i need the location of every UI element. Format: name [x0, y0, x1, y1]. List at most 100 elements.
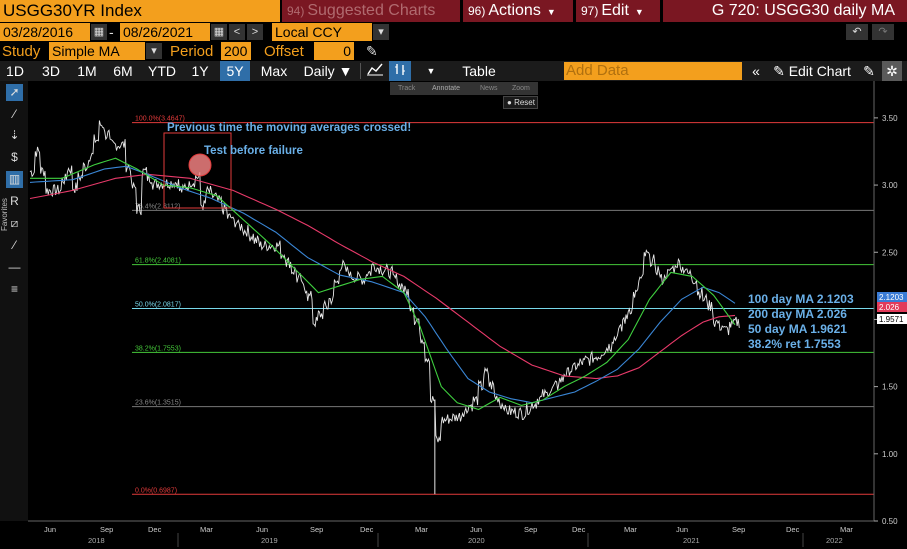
x-year-label: 2018 — [88, 536, 105, 545]
gear-icon[interactable]: ✲ — [882, 61, 902, 81]
chart-type-dropdown[interactable]: ▼ — [421, 61, 441, 81]
add-data-input[interactable]: Add Data — [564, 62, 742, 80]
fib-label: 23.6%(1.3515) — [135, 400, 181, 407]
line-tool-icon[interactable]: ⁄ — [13, 107, 16, 121]
divider — [360, 63, 361, 79]
edit-chart-button[interactable]: ✎ Edit Chart — [769, 61, 855, 81]
range-ytd[interactable]: YTD — [148, 63, 176, 79]
range-1y[interactable]: 1Y — [191, 63, 209, 79]
ma100-line — [29, 165, 736, 404]
date-separator: - — [109, 24, 114, 40]
hline-icon[interactable]: — — [8, 260, 21, 274]
currency-select[interactable]: Local CCY — [272, 23, 372, 41]
annotation-crossed: Previous time the moving averages crosse… — [167, 122, 411, 134]
fib-label: 61.8%(2.4081) — [135, 258, 181, 265]
caret-down-icon: ▼ — [546, 7, 556, 17]
caret-down-icon: ▼ — [634, 7, 644, 17]
pattern-icon[interactable]: ≡ — [10, 282, 18, 296]
legend-item: 200 day MA 2.026 — [748, 307, 847, 321]
test-circle — [188, 153, 212, 177]
chart-action-bar: Track Annotate News Zoom — [390, 82, 538, 95]
favorites-label[interactable]: Favorites — [0, 198, 9, 231]
calendar-icon[interactable]: ▦ — [91, 24, 107, 40]
redo-icon[interactable]: ↷ — [872, 24, 894, 40]
fib-tool-icon[interactable]: $ — [11, 150, 18, 164]
x-month-label: Sep — [732, 525, 745, 534]
range-max[interactable]: Max — [260, 63, 288, 79]
table-button[interactable]: Table — [462, 63, 496, 79]
caret-down-icon: ▼ — [426, 66, 436, 76]
cursor-icon[interactable]: ➚ — [6, 84, 23, 101]
x-year-label: 2022 — [826, 536, 843, 545]
offset-input[interactable]: 0 — [314, 42, 354, 60]
fib-label: 100.0%(3.4647) — [135, 116, 185, 123]
fib-label: 50.0%(2.0817) — [135, 301, 181, 308]
last-value-tag — [877, 302, 907, 312]
annotation-test: Test before failure — [204, 145, 303, 157]
r-tool-icon[interactable]: R — [10, 194, 19, 208]
fib-label: 0.0%(0.6987) — [135, 487, 177, 494]
edit-num: 97) — [581, 4, 599, 18]
edit-chart-label: Edit Chart — [788, 63, 851, 79]
calendar-icon[interactable]: ▦ — [211, 24, 227, 40]
edit-label: Edit — [601, 2, 629, 19]
x-month-label: Dec — [148, 525, 162, 534]
x-month-label: Jun — [256, 525, 268, 534]
x-month-label: Mar — [840, 525, 853, 534]
pencil-icon[interactable]: ✎ — [366, 43, 378, 59]
price-chart[interactable]: 100.0%(3.4647) 76.4%(2.8112) 61.8%(2.4081)… — [28, 81, 907, 549]
ruler-icon[interactable]: ⧄ — [10, 216, 19, 230]
period-input[interactable]: 200 — [221, 42, 251, 60]
last-value-label: 1.9571 — [879, 315, 904, 324]
measure-icon[interactable]: ⁄ — [13, 238, 16, 252]
date-row: 03/28/2016 ▦ - 08/26/2021 ▦ < > Local CC… — [0, 23, 907, 41]
reset-button[interactable]: ● Reset — [503, 96, 538, 109]
collapse-icon[interactable]: « — [752, 63, 760, 79]
range-5y[interactable]: 5Y — [220, 61, 250, 81]
last-value-tag — [877, 292, 907, 302]
y-tick-label: 2.50 — [882, 248, 898, 257]
frequency-label: Daily — [303, 63, 335, 79]
chart-toolbar: 1D 3D 1M 6M YTD 1Y 5Y Max Daily ▼ ▼ Tabl… — [0, 61, 907, 81]
start-date-input[interactable]: 03/28/2016 — [0, 23, 90, 41]
chevron-down-icon[interactable]: ▾ — [373, 24, 389, 40]
annotations-group: Previous time the moving averages crosse… — [163, 122, 411, 209]
study-row: Study Simple MA ▾ Period 200 Offset 0 ✎ — [0, 42, 907, 61]
offset-label: Offset — [264, 43, 304, 60]
actions-menu[interactable]: 96) Actions ▼ — [463, 0, 573, 22]
edit-menu[interactable]: 97) Edit ▼ — [576, 0, 660, 22]
frequency-select[interactable]: Daily ▼ — [298, 61, 358, 81]
next-arrow-icon[interactable]: > — [247, 24, 263, 40]
chart-title: G 720: USGG30 daily MA — [663, 0, 907, 22]
range-1d[interactable]: 1D — [6, 63, 24, 79]
track-button[interactable]: Track — [398, 85, 416, 92]
x-month-label: Jun — [676, 525, 688, 534]
last-value-label: 2.1203 — [879, 293, 904, 302]
x-month-label: Sep — [310, 525, 323, 534]
range-1m[interactable]: 1M — [77, 63, 97, 79]
study-select[interactable]: Simple MA — [49, 42, 145, 60]
chevron-down-icon[interactable]: ▾ — [146, 43, 162, 59]
x-year-label: 2020 — [468, 536, 485, 545]
suggested-charts-button[interactable]: 94) Suggested Charts — [282, 0, 460, 22]
bar-chart-icon[interactable] — [389, 61, 411, 81]
zoom-button[interactable]: Zoom — [512, 85, 530, 92]
fib-retracement-icon[interactable]: ▥ — [6, 171, 23, 188]
trend-icon[interactable]: ⇣ — [9, 128, 20, 142]
edit-icon[interactable]: ✎ — [863, 63, 875, 79]
prev-arrow-icon[interactable]: < — [229, 24, 245, 40]
end-date-input[interactable]: 08/26/2021 — [120, 23, 210, 41]
range-3d[interactable]: 3D — [42, 63, 60, 79]
ticker-field[interactable]: USGG30YR Index — [0, 0, 280, 22]
news-button[interactable]: News — [480, 85, 498, 92]
range-6m[interactable]: 6M — [113, 63, 133, 79]
annotate-button[interactable]: Annotate — [432, 85, 461, 92]
reset-icon: ● — [507, 98, 512, 107]
y-tick-label: 1.00 — [882, 450, 898, 459]
x-month-label: Dec — [786, 525, 800, 534]
undo-icon[interactable]: ↶ — [846, 24, 868, 40]
legend-item: 50 day MA 1.9621 — [748, 322, 847, 336]
caret-down-icon: ▼ — [338, 63, 353, 79]
line-chart-icon[interactable] — [364, 61, 386, 81]
